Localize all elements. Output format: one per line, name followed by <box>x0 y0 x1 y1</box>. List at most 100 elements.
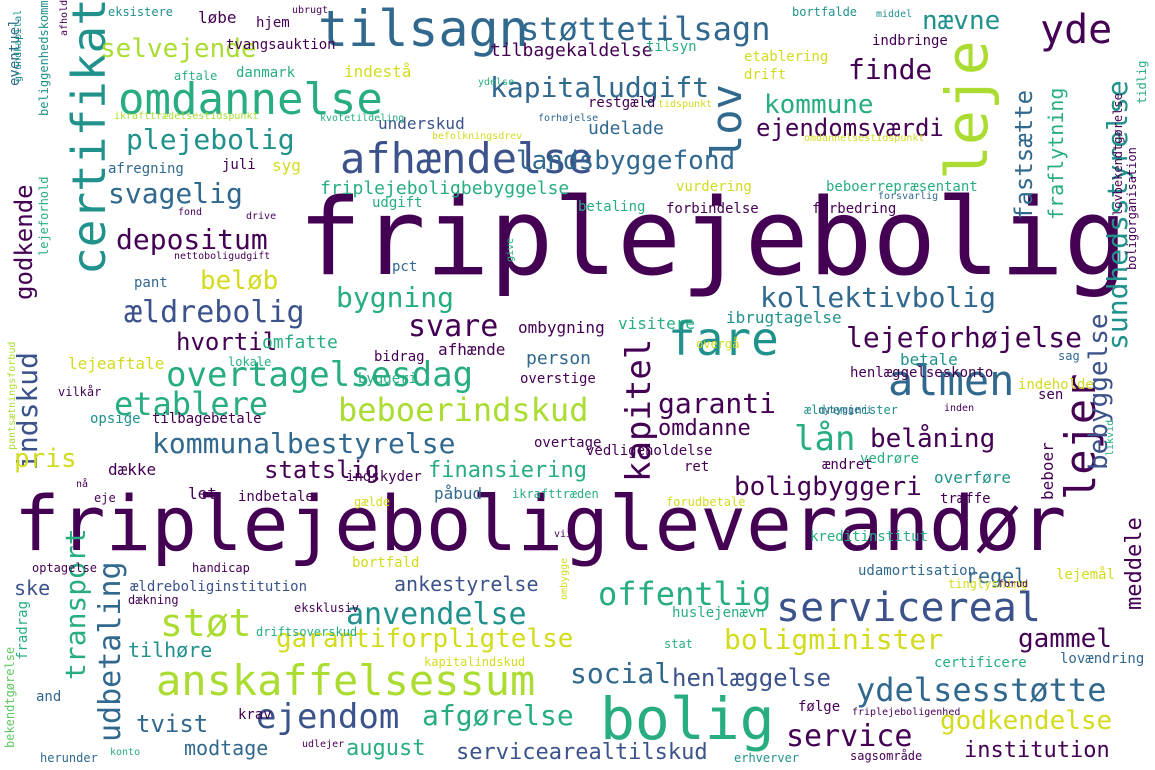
word: henlæggelse <box>672 664 831 692</box>
word: restgæld <box>588 95 656 111</box>
word: ejendom <box>256 697 400 737</box>
word: påbud <box>434 484 483 503</box>
word: lejeforhøjelse <box>846 321 1083 354</box>
word: kommunalbestyrelse <box>152 427 456 460</box>
word: ombygge <box>559 557 570 600</box>
word: let <box>188 484 217 503</box>
word: social <box>570 657 672 690</box>
word: gælde <box>354 495 391 509</box>
word: pant <box>134 275 168 291</box>
word: svagelig <box>108 177 243 210</box>
word: afhændelse <box>340 134 593 183</box>
word: nybyggeri <box>818 405 873 416</box>
word: optagelse <box>32 561 98 575</box>
word: finansiering <box>428 458 587 483</box>
word: middel <box>876 9 913 20</box>
word: eksklusiv <box>294 601 360 615</box>
word: hjem <box>256 15 290 31</box>
word: vedligeholdelse <box>586 443 713 459</box>
word: ret <box>684 459 710 475</box>
word: vurdering <box>676 179 752 195</box>
word: bolig <box>600 685 775 753</box>
word: beboerrepræsentant <box>826 179 978 195</box>
word: modtage <box>184 736 269 760</box>
word: omfatte <box>262 332 338 353</box>
word: kapitel <box>619 338 659 482</box>
word: friplejeboligenhed <box>852 707 961 718</box>
word: konto <box>110 747 141 758</box>
word: institution <box>964 738 1110 763</box>
word: opsige <box>90 411 141 427</box>
word: lovændring <box>1060 651 1145 667</box>
word: friplejeboligbebyggelse <box>320 178 570 199</box>
word: tilsyn <box>646 39 697 55</box>
word: statslig <box>264 456 380 484</box>
word: ombygning <box>518 318 605 337</box>
word: overgå <box>696 337 740 351</box>
word: pantsætningsforbud <box>7 341 18 450</box>
word: udbetaling <box>93 561 128 742</box>
word: tilhøre <box>128 638 213 662</box>
word: udgift <box>372 195 423 211</box>
word: ubrugt <box>292 5 329 16</box>
word: bortfald <box>352 555 420 571</box>
word: boligbyggeri <box>734 472 922 502</box>
word: ikrafttræden <box>512 487 599 501</box>
word: grundkapital <box>13 9 24 82</box>
word: tvangsauktion <box>226 37 336 53</box>
word: overstige <box>520 371 596 387</box>
word: udelade <box>588 118 664 139</box>
word: træffe <box>940 491 991 507</box>
word: beboerindskud <box>338 391 589 429</box>
word: herunder <box>40 751 98 765</box>
word: hvortil <box>176 328 278 356</box>
word: befolkningsdrev <box>432 131 523 142</box>
word: eksistere <box>108 5 174 19</box>
word: betale <box>900 350 958 369</box>
word: forhøjelse <box>538 113 599 124</box>
word: fastsætte <box>1010 89 1038 220</box>
word: landsbyggefond <box>516 146 736 176</box>
word: kollektivbolig <box>760 281 997 314</box>
word: offentlig <box>598 575 772 613</box>
word: lejeaftale <box>68 354 165 373</box>
word: ikrafttrædelsestidspunkt <box>114 111 259 122</box>
word: godkende <box>10 184 38 300</box>
word: forsvarlig <box>878 191 939 202</box>
word: støt <box>160 601 252 645</box>
word: overtage <box>534 435 602 451</box>
word: vii <box>554 529 573 540</box>
word: byggeri <box>358 371 418 387</box>
word: and <box>36 689 62 705</box>
word: ændret <box>822 457 873 473</box>
word: løbe <box>198 8 237 27</box>
word: henlæggelseskonto <box>850 365 994 381</box>
word: forud <box>998 579 1029 590</box>
word: bygning <box>336 281 455 314</box>
word: driftsoverskud <box>256 625 358 639</box>
word: lån <box>794 419 856 459</box>
word: ældrebolig <box>124 295 305 330</box>
word: ydelsesstøtte <box>856 671 1107 709</box>
word: bortfalde <box>792 5 858 19</box>
word: afregning <box>108 161 184 177</box>
word: garantiforpligtelse <box>276 624 574 654</box>
word: godkendelse <box>940 706 1113 736</box>
word: svare <box>408 309 499 344</box>
word: tinglysning <box>948 577 1028 591</box>
word: inden <box>944 403 975 414</box>
word: bekendtgørelse <box>3 646 17 748</box>
word: fraflytning <box>1044 87 1068 220</box>
word: afgørelse <box>422 699 574 732</box>
word: sen <box>1038 387 1064 403</box>
word: ejendomsværdi <box>756 114 944 142</box>
word: give <box>505 237 516 262</box>
word: underskud <box>378 114 465 133</box>
word: regel <box>966 564 1027 588</box>
word: afholde <box>59 0 70 36</box>
word: erhverver <box>734 751 800 765</box>
word: tilbagekaldelse <box>490 40 653 61</box>
word: nævne <box>922 6 1001 36</box>
word: person <box>526 348 592 369</box>
word: indeholde <box>1018 377 1094 393</box>
